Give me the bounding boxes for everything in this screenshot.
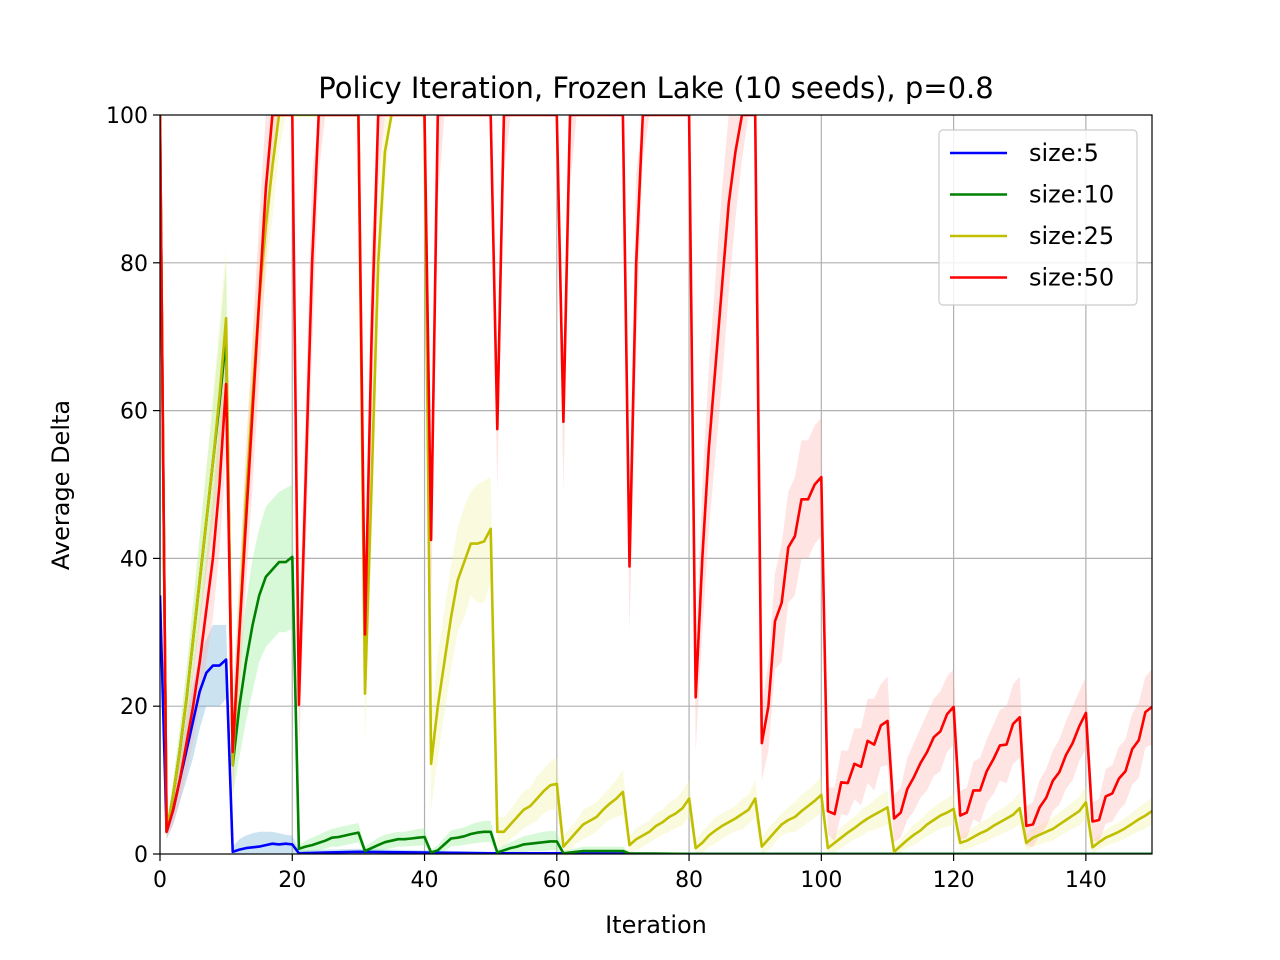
x-axis-label: Iteration: [605, 911, 707, 939]
x-tick-label: 20: [278, 868, 306, 893]
y-axis-label: Average Delta: [47, 400, 75, 570]
y-tick-label: 100: [106, 104, 148, 129]
line-size-25: [160, 115, 1152, 854]
legend: size:5 size:10 size:25 size:50: [938, 129, 1138, 306]
line-size-10: [160, 115, 1152, 854]
x-tick-label: 140: [1065, 868, 1107, 893]
legend-label-size-5: size:5: [1029, 139, 1099, 167]
legend-label-size-50: size:50: [1029, 264, 1114, 292]
plot-frame: [159, 114, 1153, 855]
line-size-5: [160, 595, 1152, 854]
x-tick-label: 40: [411, 868, 439, 893]
band-size-50: [160, 115, 1152, 847]
x-tick-label: 120: [933, 868, 975, 893]
x-axis-ticks: 0 20 40 60 80 100 120 140: [153, 854, 1107, 893]
legend-box: [938, 129, 1138, 306]
x-tick-label: 80: [675, 868, 703, 893]
legend-label-size-25: size:25: [1029, 222, 1114, 250]
x-tick-label: 100: [800, 868, 842, 893]
chart-title: Policy Iteration, Frozen Lake (10 seeds)…: [318, 71, 993, 105]
y-axis-ticks: 0 20 40 60 80 100: [106, 104, 160, 868]
y-tick-label: 40: [120, 547, 148, 572]
series-lines: [160, 115, 1152, 854]
y-tick-label: 20: [120, 695, 148, 720]
y-tick-label: 0: [134, 843, 148, 868]
y-tick-label: 60: [120, 400, 148, 425]
line-size-50: [160, 115, 1152, 834]
legend-label-size-10: size:10: [1029, 181, 1114, 209]
y-tick-label: 80: [120, 252, 148, 277]
confidence-bands: [160, 115, 1152, 854]
x-tick-label: 0: [153, 868, 167, 893]
x-tick-label: 60: [543, 868, 571, 893]
